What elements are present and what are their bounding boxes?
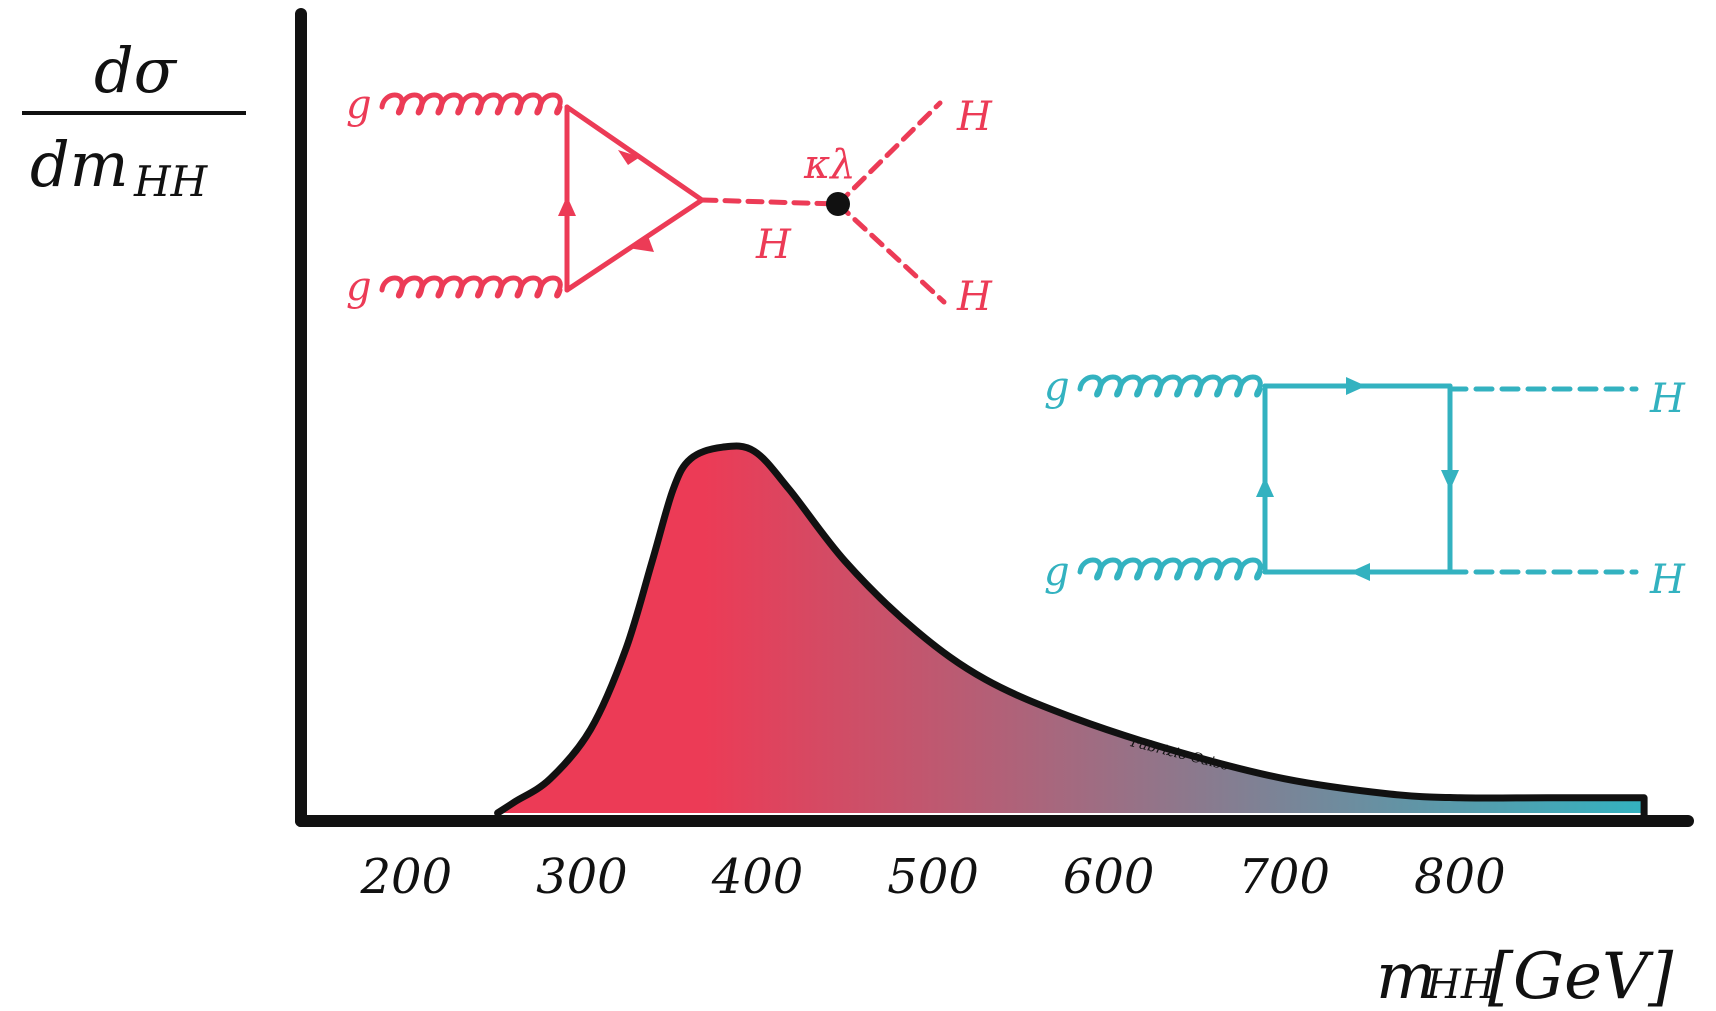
box-arrows <box>1256 377 1459 581</box>
x-tick-label: 200 <box>359 849 452 905</box>
box-higgs-bottom-label: H <box>1649 557 1686 603</box>
box-feynman-diagram <box>1077 374 1639 581</box>
y-label-denominator: dm <box>30 128 128 201</box>
arrow-up-icon <box>558 196 576 216</box>
arrow-left-icon <box>1350 563 1370 581</box>
x-tick-label: 600 <box>1063 849 1155 905</box>
higgs-propagator <box>699 197 841 207</box>
higgs-out-bottom <box>835 201 947 305</box>
arrow-down-icon <box>1441 470 1459 490</box>
x-tick-label: 800 <box>1414 849 1506 905</box>
triangle-gluon-bottom-label: g <box>346 264 372 310</box>
trilinear-vertex-dot <box>826 192 850 216</box>
gluon-line-top <box>1077 374 1263 398</box>
y-label-numerator: dσ <box>94 34 178 107</box>
distribution-area <box>497 446 1645 813</box>
distribution-curve <box>494 442 1648 821</box>
triangle-top-edge <box>564 104 705 203</box>
triangle-labels: g g H κλ H H <box>346 82 993 320</box>
x-tick-label: 300 <box>536 849 628 905</box>
y-axis-label: dσ dm HH <box>22 34 246 206</box>
triangle-higgs-top-label: H <box>956 94 993 140</box>
x-label-unit: [GeV] <box>1488 940 1674 1011</box>
box-labels: g g H H <box>1044 364 1686 603</box>
triangle-feynman-diagram <box>379 92 947 305</box>
gluon-line-top <box>379 92 563 116</box>
box-higgs-top-label: H <box>1649 376 1686 422</box>
x-tick-label: 700 <box>1238 849 1330 905</box>
triangle-gluon-top-label: g <box>346 82 372 128</box>
y-label-subscript: HH <box>133 157 209 206</box>
arrow-up-icon <box>1256 477 1274 497</box>
triangle-higgs-bottom-label: H <box>956 274 993 320</box>
box-gluon-top-label: g <box>1044 364 1070 410</box>
x-tick-label: 400 <box>711 849 804 905</box>
x-label-subscript: HH <box>1425 962 1497 1008</box>
arrow-left-down-icon <box>628 236 654 252</box>
x-tick-labels: 200 300 400 500 600 700 800 <box>359 849 1505 905</box>
kappa-lambda-label: κλ <box>803 142 856 188</box>
gluon-line-bottom <box>379 275 563 299</box>
x-tick-label: 500 <box>887 849 979 905</box>
x-axis-label: m HH [GeV] <box>1376 940 1674 1011</box>
triangle-arrows <box>558 150 654 252</box>
gluon-line-bottom <box>1077 557 1263 581</box>
higgs-out-top <box>835 100 943 207</box>
arrow-right-icon <box>1346 377 1366 395</box>
arrow-right-down-icon <box>618 150 640 165</box>
x-label-main: m <box>1376 940 1437 1011</box>
propagator-higgs-label: H <box>755 222 792 268</box>
box-gluon-bottom-label: g <box>1044 549 1070 595</box>
